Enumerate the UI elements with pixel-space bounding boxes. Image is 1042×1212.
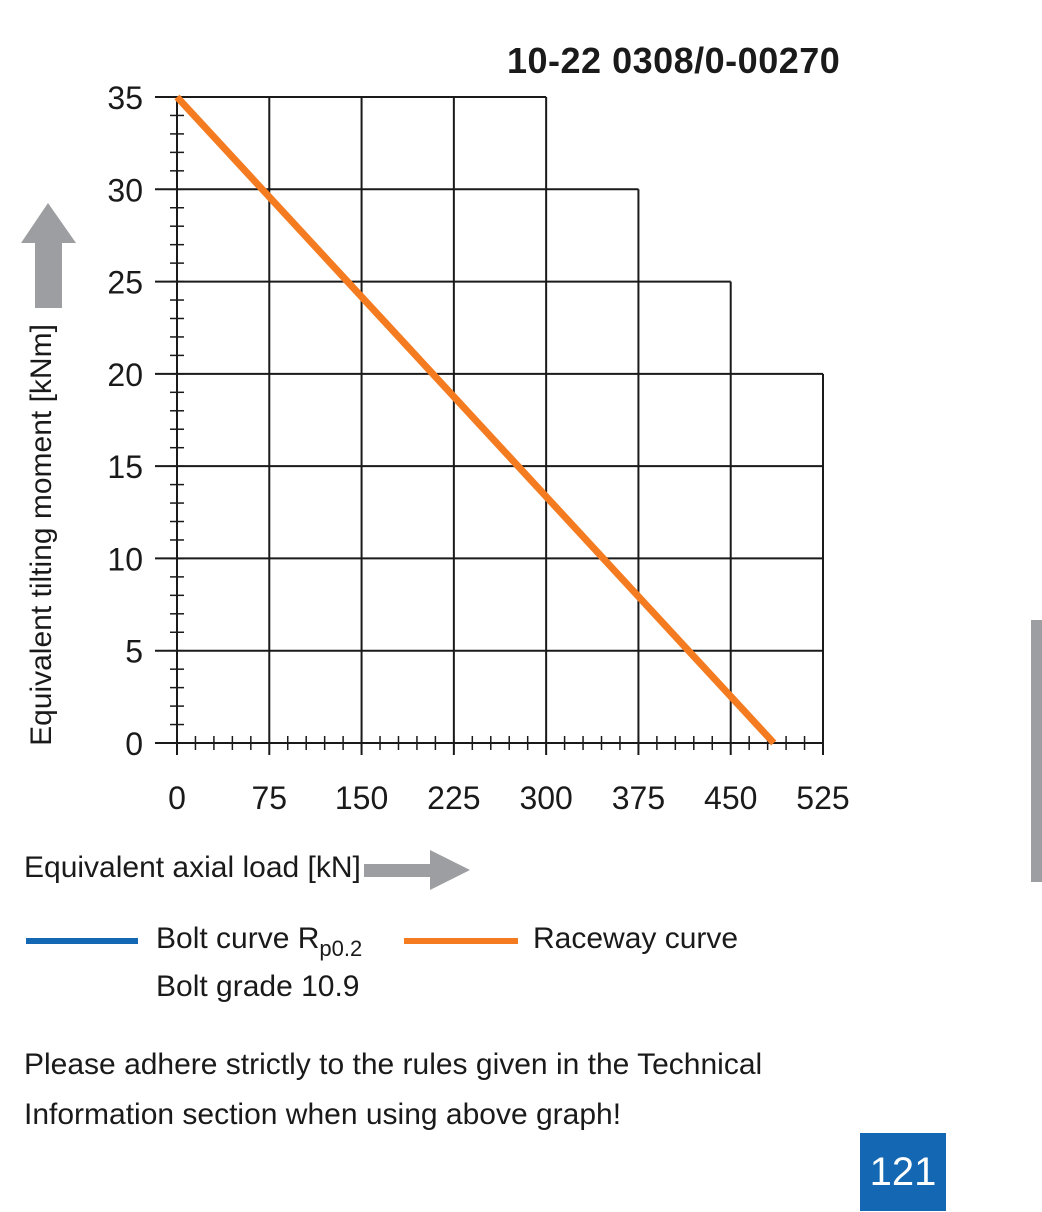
- x-tick-label: 375: [612, 780, 665, 816]
- usage-note-line-2: Information section when using above gra…: [24, 1098, 622, 1131]
- x-axis-label: Equivalent axial load [kN]: [24, 851, 361, 884]
- section-marker: [1031, 620, 1042, 882]
- y-tick-label: 30: [107, 172, 143, 208]
- legend-bolt-subscript: p0.2: [319, 936, 363, 961]
- y-tick-label: 10: [107, 541, 143, 577]
- y-tick-label: 35: [107, 80, 143, 116]
- x-axis-arrow-icon: [364, 864, 430, 877]
- x-tick-label: 225: [427, 780, 480, 816]
- y-tick-label: 5: [125, 634, 143, 670]
- legend-bolt-grade: Bolt grade 10.9: [156, 970, 360, 1003]
- usage-note-line-1: Please adhere strictly to the rules give…: [24, 1048, 763, 1081]
- y-axis-arrow-icon: [35, 242, 62, 308]
- x-tick-label: 525: [796, 780, 849, 816]
- x-tick-label: 0: [168, 780, 186, 816]
- y-axis-arrow-head: [21, 203, 76, 243]
- y-tick-label: 20: [107, 357, 143, 393]
- usage-note: Please adhere strictly to the rules give…: [24, 1040, 784, 1140]
- legend-raceway-swatch: [404, 938, 518, 944]
- x-tick-label: 150: [335, 780, 388, 816]
- x-axis-arrow-head: [430, 850, 470, 890]
- x-tick-label: 75: [251, 780, 287, 816]
- series-raceway-curve: [174, 94, 777, 746]
- page-number: 121: [860, 1133, 946, 1211]
- drawing-code: 10-22 0308/0-00270: [507, 40, 841, 81]
- legend-raceway-label: Raceway curve: [533, 922, 739, 955]
- y-tick-label: 25: [107, 265, 143, 301]
- x-tick-label: 300: [519, 780, 572, 816]
- legend-bolt-swatch: [26, 938, 138, 944]
- legend-bolt-label: Bolt curve Rp0.2: [156, 922, 362, 962]
- y-axis-label: Equivalent tilting moment [kNm]: [25, 324, 58, 746]
- y-tick-label: 0: [125, 726, 143, 762]
- legend-bolt-text: Bolt curve R: [156, 922, 320, 955]
- x-tick-label: 450: [704, 780, 757, 816]
- y-tick-label: 15: [107, 449, 143, 485]
